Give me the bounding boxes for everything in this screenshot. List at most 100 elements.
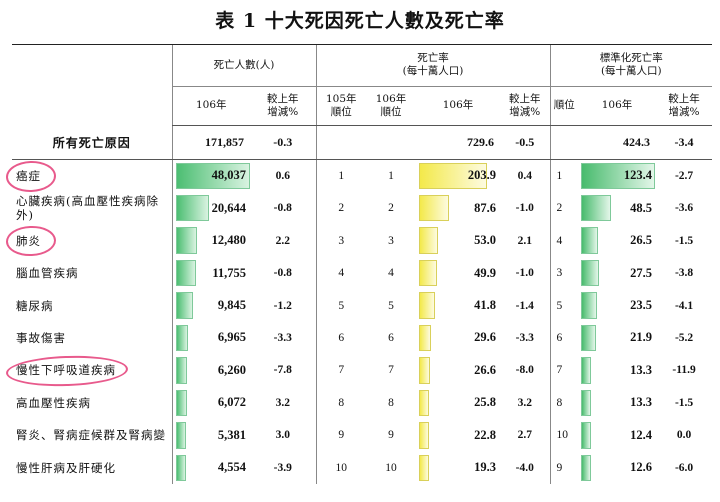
rank-105: 1 <box>315 159 367 192</box>
rate-value: 25.8 <box>474 395 497 410</box>
std-rate-cell: 13.3 <box>578 354 656 386</box>
table-row: 慢性肝病及肝硬化 4,554 -3.9 10 10 19.3 -4.0 9 12.6 -6.0 <box>12 451 712 485</box>
rate-value: 41.8 <box>474 298 497 313</box>
rank-105: 4 <box>315 256 367 290</box>
rate-cell: 53.0 <box>416 224 500 256</box>
all-causes-std-rate: 424.3 <box>578 125 657 160</box>
deaths-bar <box>175 389 187 417</box>
std-rank: 5 <box>549 289 579 322</box>
rank-106: 3 <box>388 234 394 247</box>
rate-cell: 203.9 <box>416 159 500 192</box>
table-title: 表 1 十大死因死亡人數及死亡率 <box>215 10 505 32</box>
rank-105: 7 <box>315 354 367 387</box>
table-row: 事故傷害 6,965 -3.3 6 6 29.6 -3.3 6 21.9 -5.2 <box>12 321 712 355</box>
rate-cell: 41.8 <box>416 289 500 321</box>
deaths-cell: 48,037 <box>171 159 250 192</box>
rank-106: 1 <box>388 169 394 182</box>
std-rate-value: 123.4 <box>623 168 653 183</box>
std-rate-bar <box>581 227 599 254</box>
rate-change: -4.0 <box>515 461 534 474</box>
rank105-line2: 順位 <box>330 105 352 118</box>
deaths-value: 12,480 <box>211 233 246 248</box>
std-rate-cell: 21.9 <box>578 322 656 354</box>
rank-106: 8 <box>388 396 394 409</box>
rate-change: 2.1 <box>517 234 532 247</box>
causes-of-death-table: 死亡人數(人) 死亡率 (每十萬人口) 標準化死亡率 (每十萬人口) 106年 … <box>12 43 713 485</box>
change-line1: 較上年 <box>668 92 700 105</box>
rate-bar <box>419 259 438 287</box>
rate-value: 53.0 <box>474 233 497 248</box>
deaths-cell: 6,072 <box>171 386 250 420</box>
all-causes-rank106-blank <box>366 125 417 160</box>
table-row: 癌症 48,037 0.6 1 1 203.9 0.4 1 123.4 -2.7 <box>12 159 712 192</box>
cause-name: 心臟疾病(高血壓性疾病除外) <box>16 194 159 223</box>
std-rate-value: 23.5 <box>630 298 653 313</box>
std-rank: 9 <box>549 451 579 484</box>
change-line1: 較上年 <box>509 92 541 105</box>
rank-105: 2 <box>315 192 367 225</box>
rank106-line1: 106年 <box>375 92 407 105</box>
change-line2: 增減% <box>668 105 700 118</box>
header-std-rate: 標準化死亡率 (每十萬人口) <box>549 44 713 87</box>
std-change: 0.0 <box>676 429 692 442</box>
deaths-value: 4,554 <box>217 460 246 475</box>
all-causes-rate: 729.6 <box>416 125 501 160</box>
header-std-rank: 順位 <box>549 86 579 127</box>
rank-106: 7 <box>388 364 394 377</box>
rate-bar <box>419 162 488 189</box>
rate-cell: 26.6 <box>416 354 500 386</box>
deaths-value: 20,644 <box>211 200 246 215</box>
std-change: -3.8 <box>674 267 694 280</box>
header-deaths-year: 106年 <box>171 86 250 127</box>
std-rate-bar <box>581 357 592 384</box>
std-rate-bar <box>581 454 592 481</box>
std-rate-value: 13.3 <box>630 362 653 377</box>
header-cause-blank <box>12 43 172 126</box>
all-causes-name: 所有死亡原因 <box>12 125 172 160</box>
all-causes-rank105-blank <box>315 125 367 160</box>
std-rate-cell: 48.5 <box>578 192 656 224</box>
header-rate-change: 較上年 增減% <box>500 86 551 127</box>
rate-value: 203.9 <box>467 168 497 183</box>
rate-bar <box>419 454 430 481</box>
deaths-change: 3.2 <box>275 396 290 409</box>
rate-cell: 19.3 <box>416 452 500 485</box>
deaths-bar <box>175 454 186 481</box>
cause-name: 高血壓性疾病 <box>16 395 91 410</box>
deaths-value: 48,037 <box>211 168 246 183</box>
std-rate-bar <box>581 195 612 222</box>
deaths-change: 2.2 <box>275 234 290 247</box>
deaths-bar <box>175 227 197 254</box>
rank-105: 9 <box>315 419 367 452</box>
std-rate-value: 27.5 <box>630 265 653 280</box>
std-rate-bar <box>581 259 600 287</box>
std-rank: 10 <box>549 419 579 452</box>
deaths-bar <box>175 324 188 352</box>
all-causes-row: 所有死亡原因 171,857 -0.3 729.6 -0.5 424.3 -3.… <box>12 125 713 160</box>
header-rank106: 106年 順位 <box>366 86 417 127</box>
deaths-cell: 5,381 <box>171 419 250 452</box>
rate-cell: 22.8 <box>416 419 500 451</box>
std-change: -11.9 <box>672 364 696 377</box>
table-row: 腎炎、腎病症候群及腎病變 5,381 3.0 9 9 22.8 2.7 10 12.4 0.0 <box>12 419 712 452</box>
deaths-change: -7.8 <box>273 364 292 377</box>
rate-value: 19.3 <box>474 460 497 475</box>
rank-106: 2 <box>388 202 394 215</box>
deaths-bar <box>175 162 250 189</box>
rate-cell: 29.6 <box>416 322 500 354</box>
all-causes-deaths-change: -0.3 <box>250 125 317 160</box>
std-rate-bar <box>581 422 592 449</box>
std-rank: 8 <box>549 386 579 420</box>
cause-name: 肺炎 <box>16 233 41 248</box>
rate-bar <box>419 357 431 384</box>
table-row: 腦血管疾病 11,755 -0.8 4 4 49.9 -1.0 3 27.5 -3.8 <box>12 256 712 290</box>
change-line2: 增減% <box>509 105 541 118</box>
rate-value: 29.6 <box>474 330 497 345</box>
deaths-change: -0.8 <box>273 202 292 215</box>
rate-change: 2.7 <box>517 429 532 442</box>
std-rate-cell: 27.5 <box>578 257 656 289</box>
std-rank: 4 <box>549 224 579 257</box>
rate-change: -1.4 <box>515 299 534 312</box>
rate-change: -8.0 <box>515 364 534 377</box>
deaths-change: -0.8 <box>273 267 292 280</box>
